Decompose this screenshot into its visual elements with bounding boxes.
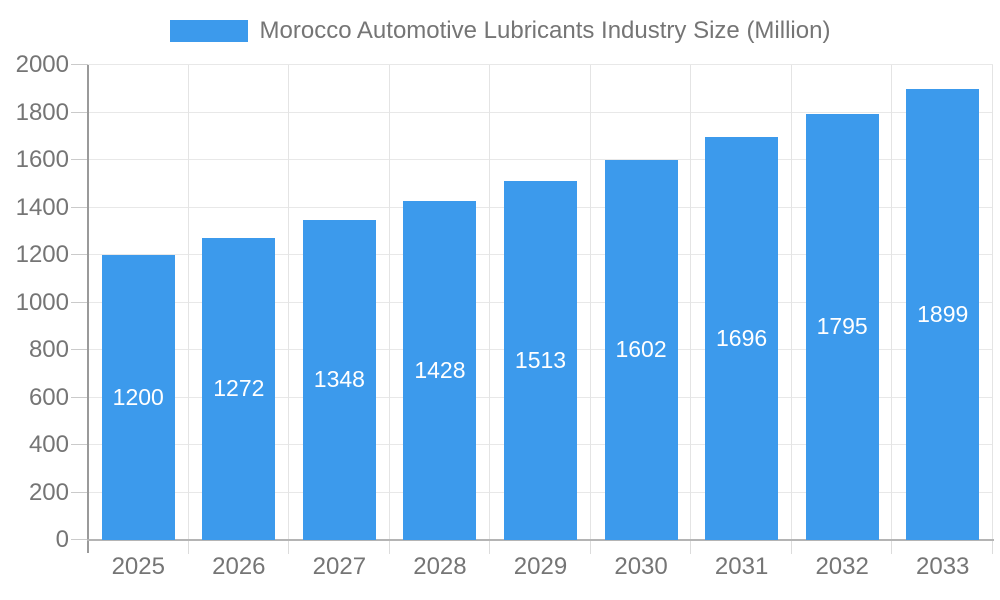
- x-axis-tick: [388, 540, 390, 554]
- x-axis-tick: [992, 540, 993, 554]
- y-axis-tick-label: 200: [28, 478, 69, 506]
- y-axis-tick: [71, 159, 88, 160]
- h-gridline: [88, 159, 993, 160]
- x-axis-tick: [489, 540, 491, 554]
- legend-label: Morocco Automotive Lubricants Industry S…: [259, 17, 831, 44]
- bar[interactable]: [202, 237, 276, 540]
- x-axis-tick-label: 2025: [111, 553, 165, 580]
- y-axis-tick-label: 1800: [15, 98, 69, 126]
- bar[interactable]: [604, 159, 678, 540]
- v-gridline: [589, 65, 591, 540]
- y-axis-tick-label: 1400: [15, 193, 69, 221]
- bar[interactable]: [302, 219, 376, 540]
- x-axis-tick: [589, 540, 591, 554]
- y-axis-tick-label: 1600: [15, 146, 69, 173]
- bar[interactable]: [705, 137, 779, 540]
- bar[interactable]: [403, 200, 477, 540]
- y-axis-tick-label: 2000: [15, 51, 69, 78]
- y-axis-tick: [71, 539, 88, 540]
- y-axis-tick-label: 1200: [15, 241, 69, 268]
- v-gridline: [891, 65, 893, 540]
- v-gridline: [489, 65, 491, 540]
- x-axis-tick-label: 2033: [916, 553, 970, 580]
- x-axis-tick: [288, 540, 290, 554]
- v-gridline: [690, 65, 692, 540]
- x-axis-line: [87, 539, 994, 541]
- x-axis-tick: [891, 540, 893, 554]
- y-axis-tick-label: 800: [28, 336, 69, 363]
- y-axis-tick: [71, 64, 88, 65]
- bar[interactable]: [906, 88, 980, 540]
- x-axis-tick: [690, 540, 692, 554]
- v-gridline: [992, 65, 993, 540]
- y-axis-tick: [71, 206, 88, 208]
- x-axis-tick-label: 2032: [815, 553, 869, 580]
- y-axis-tick: [71, 301, 88, 303]
- x-axis-tick: [790, 540, 792, 554]
- x-axis-tick-label: 2029: [513, 553, 568, 580]
- x-axis-tick-label: 2026: [212, 553, 266, 580]
- y-axis-tick: [71, 396, 88, 398]
- legend-swatch: [169, 20, 248, 42]
- y-axis-tick-label: 1000: [15, 288, 69, 316]
- h-gridline: [88, 111, 993, 113]
- bar[interactable]: [504, 180, 577, 540]
- x-axis-tick-label: 2027: [312, 553, 367, 580]
- y-axis-tick: [71, 349, 88, 350]
- y-axis-tick: [71, 491, 88, 493]
- v-gridline: [388, 65, 390, 540]
- v-gridline: [187, 65, 189, 540]
- v-gridline: [790, 65, 792, 540]
- h-gridline: [88, 64, 993, 65]
- y-axis-tick-label: 600: [28, 383, 69, 411]
- x-axis-tick-label: 2031: [714, 553, 769, 580]
- y-axis-tick-label: 400: [28, 431, 69, 458]
- x-axis-tick-label: 2030: [614, 553, 668, 580]
- legend[interactable]: Morocco Automotive Lubricants Industry S…: [0, 17, 1000, 45]
- y-axis-tick: [71, 111, 88, 113]
- y-axis-line: [87, 65, 89, 553]
- y-axis-tick-label: 0: [55, 526, 69, 553]
- bar[interactable]: [805, 113, 879, 540]
- y-axis-tick: [71, 254, 88, 255]
- x-axis-tick-label: 2028: [413, 553, 467, 580]
- v-gridline: [288, 65, 290, 540]
- y-axis-tick: [71, 444, 88, 445]
- bar[interactable]: [101, 255, 175, 540]
- x-axis-tick: [187, 540, 189, 554]
